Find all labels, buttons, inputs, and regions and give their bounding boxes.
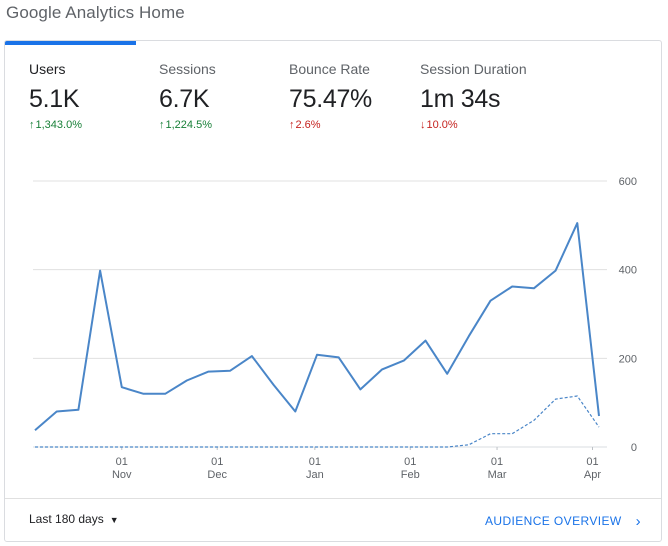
y-tick-label: 0 <box>631 442 637 454</box>
overview-card: Users 5.1K ↑1,343.0% Sessions 6.7K ↑1,22… <box>4 40 662 542</box>
metric-tab-sessions[interactable]: Sessions 6.7K ↑1,224.5% <box>159 61 216 131</box>
arrow-up-icon: ↑ <box>29 119 35 131</box>
metric-value: 6.7K <box>159 85 210 113</box>
chevron-right-icon: › <box>635 513 641 530</box>
metric-change: ↑1,343.0% <box>29 119 82 131</box>
x-tick-month: Feb <box>401 469 420 481</box>
x-tick-month: Nov <box>112 469 132 481</box>
metric-label: Session Duration <box>420 61 527 77</box>
caret-down-icon: ▼ <box>109 515 119 525</box>
audience-overview-link[interactable]: AUDIENCE OVERVIEW › <box>484 512 641 530</box>
page-title: Google Analytics Home <box>6 3 185 22</box>
date-range-label: Last 180 days <box>29 512 104 526</box>
metric-change: ↑1,224.5% <box>159 119 216 131</box>
x-tick-day: 01 <box>586 456 598 468</box>
metric-value: 75.47% <box>289 85 372 113</box>
x-tick-day: 01 <box>116 456 128 468</box>
audience-overview-label: AUDIENCE OVERVIEW <box>484 514 622 528</box>
x-tick-month: Mar <box>488 469 507 481</box>
arrow-down-icon: ↓ <box>420 119 426 131</box>
x-tick-month: Jan <box>306 469 324 481</box>
metric-label: Sessions <box>159 61 216 77</box>
metric-change-value: 1,343.0% <box>35 119 82 131</box>
y-tick-label: 200 <box>619 353 637 365</box>
x-tick-day: 01 <box>491 456 503 468</box>
metric-value: 5.1K <box>29 85 80 113</box>
selected-metric-indicator <box>5 41 136 45</box>
x-tick-day: 01 <box>404 456 416 468</box>
y-tick-label: 600 <box>619 176 637 188</box>
arrow-up-icon: ↑ <box>159 119 165 131</box>
metric-change-value: 10.0% <box>426 119 458 131</box>
arrow-up-icon: ↑ <box>289 119 295 131</box>
metric-change-value: 2.6% <box>295 119 321 131</box>
metric-tab-session-duration[interactable]: Session Duration 1m 34s ↓10.0% <box>420 61 527 131</box>
series-line-dashed <box>35 395 600 448</box>
series-line-solid <box>34 222 600 431</box>
metric-tab-users[interactable]: Users 5.1K ↑1,343.0% <box>29 61 82 131</box>
metric-label: Bounce Rate <box>289 61 370 77</box>
x-tick-month: Dec <box>207 469 227 481</box>
card-footer: Last 180 days ▼ AUDIENCE OVERVIEW › <box>5 498 661 541</box>
metric-tab-bounce-rate[interactable]: Bounce Rate 75.47% ↑2.6% <box>289 61 372 131</box>
metric-change: ↑2.6% <box>289 119 372 131</box>
metric-label: Users <box>29 61 66 77</box>
date-range-dropdown[interactable]: Last 180 days ▼ <box>29 512 119 526</box>
metric-change-value: 1,224.5% <box>165 119 212 131</box>
metric-value: 1m 34s <box>420 85 501 113</box>
x-tick-month: Apr <box>584 469 601 481</box>
x-tick-day: 01 <box>211 456 223 468</box>
metric-change: ↓10.0% <box>420 119 527 131</box>
x-tick-day: 01 <box>309 456 321 468</box>
y-tick-label: 400 <box>619 265 637 277</box>
